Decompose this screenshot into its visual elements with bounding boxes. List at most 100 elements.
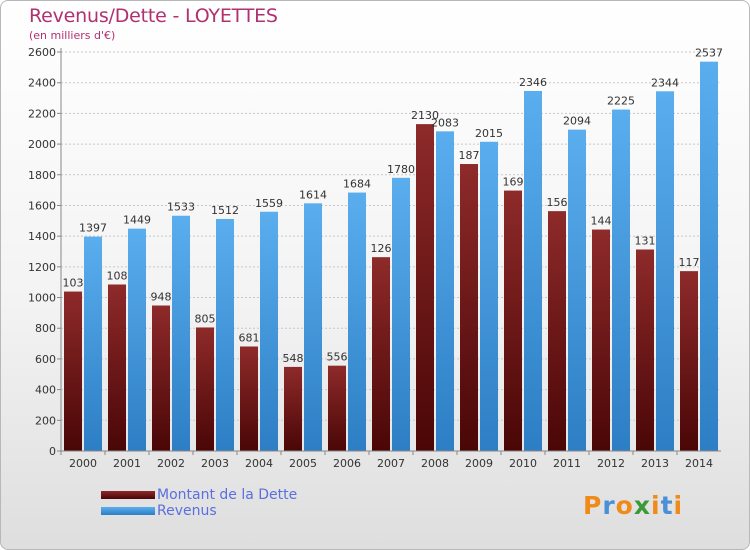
bar-revenus (700, 61, 718, 451)
chart-title: Revenus/Dette - LOYETTES (29, 5, 278, 27)
data-label-dette: 187 (459, 149, 480, 162)
data-label-dette: 681 (239, 331, 260, 344)
bar-dette (680, 271, 698, 451)
x-tick-label: 2013 (641, 457, 669, 470)
legend-item-dette: Montant de la Dette (101, 487, 297, 503)
data-label-revenus: 2225 (607, 95, 635, 108)
y-tick-label: 2400 (28, 77, 56, 90)
bar-revenus (348, 192, 366, 451)
bar-revenus (260, 211, 278, 451)
legend-item-revenus: Revenus (101, 503, 297, 519)
bar-dette (108, 284, 126, 451)
bar-revenus (304, 203, 322, 451)
bar-revenus (656, 91, 674, 451)
legend-swatch-revenus (101, 507, 155, 515)
data-label-revenus: 1449 (123, 214, 151, 227)
data-label-dette: 131 (635, 235, 656, 248)
data-label-revenus: 1533 (167, 201, 195, 214)
data-label-dette: 169 (503, 176, 524, 189)
bar-dette (240, 346, 258, 451)
legend-label-revenus: Revenus (157, 503, 217, 519)
data-label-dette: 948 (151, 291, 172, 304)
data-label-dette: 144 (591, 215, 612, 228)
data-label-revenus: 2083 (431, 116, 459, 129)
legend-swatch-dette (101, 491, 155, 499)
y-tick-label: 1800 (28, 169, 56, 182)
bar-dette (328, 365, 346, 451)
y-tick-label: 1000 (28, 292, 56, 305)
chart-legend: Montant de la Dette Revenus (101, 487, 297, 519)
bar-dette (64, 291, 82, 451)
bar-dette (592, 229, 610, 451)
x-tick-label: 2012 (597, 457, 625, 470)
logo-letter: i (651, 491, 661, 520)
bar-revenus (612, 109, 630, 451)
x-tick-label: 2008 (421, 457, 449, 470)
data-label-dette: 117 (679, 256, 700, 269)
x-tick-label: 2011 (553, 457, 581, 470)
data-label-revenus: 2094 (563, 115, 591, 128)
bar-dette (460, 164, 478, 451)
bar-dette (284, 366, 302, 451)
chart-subtitle: (en milliers d'€) (29, 29, 116, 42)
data-label-revenus: 1512 (211, 204, 239, 217)
y-tick-label: 1200 (28, 261, 56, 274)
data-label-dette: 103 (63, 277, 84, 290)
proxiti-logo: Proxiti (583, 491, 683, 520)
x-tick-label: 2007 (377, 457, 405, 470)
bar-dette (372, 257, 390, 451)
bar-revenus (172, 215, 190, 451)
logo-letter: o (615, 491, 634, 520)
data-label-dette: 156 (547, 196, 568, 209)
bar-dette (416, 124, 434, 451)
bar-revenus (392, 177, 410, 452)
y-tick-label: 1600 (28, 199, 56, 212)
bar-dette (548, 211, 566, 451)
bar-revenus (216, 218, 234, 451)
y-tick-label: 2200 (28, 107, 56, 120)
data-label-revenus: 2015 (475, 127, 503, 140)
bar-dette (504, 190, 522, 451)
x-tick-label: 2000 (69, 457, 97, 470)
data-label-dette: 2130 (411, 109, 439, 122)
bar-revenus (568, 129, 586, 451)
y-tick-label: 200 (35, 414, 56, 427)
data-label-revenus: 2537 (695, 47, 723, 60)
data-label-revenus: 1684 (343, 178, 371, 191)
logo-letter: x (633, 491, 651, 520)
data-label-revenus: 1614 (299, 188, 327, 201)
logo-letter: P (583, 491, 603, 520)
legend-label-dette: Montant de la Dette (157, 487, 298, 503)
data-label-dette: 556 (327, 351, 348, 364)
bar-dette (636, 249, 654, 451)
data-label-dette: 805 (195, 312, 216, 325)
x-tick-label: 2002 (157, 457, 185, 470)
data-label-revenus: 1397 (79, 222, 107, 235)
x-tick-label: 2003 (201, 457, 229, 470)
bar-revenus (84, 236, 102, 451)
y-tick-label: 0 (49, 445, 56, 458)
x-tick-label: 2009 (465, 457, 493, 470)
y-tick-label: 400 (35, 384, 56, 397)
bar-revenus (128, 228, 146, 451)
y-tick-label: 600 (35, 353, 56, 366)
data-label-revenus: 1780 (387, 163, 415, 176)
x-tick-label: 2004 (245, 457, 273, 470)
bar-revenus (436, 131, 454, 452)
data-label-revenus: 2346 (519, 76, 547, 89)
logo-letter: r (602, 491, 616, 520)
y-tick-label: 800 (35, 322, 56, 335)
x-tick-label: 2001 (113, 457, 141, 470)
logo-letter: i (673, 491, 684, 520)
y-tick-label: 1400 (28, 230, 56, 243)
bar-dette (196, 327, 214, 451)
y-tick-label: 2000 (28, 138, 56, 151)
bar-revenus (524, 90, 542, 451)
data-label-revenus: 2344 (651, 76, 679, 89)
data-label-dette: 548 (283, 352, 304, 365)
data-label-revenus: 1559 (255, 197, 283, 210)
data-label-dette: 126 (371, 242, 392, 255)
logo-letter: t (660, 491, 674, 520)
